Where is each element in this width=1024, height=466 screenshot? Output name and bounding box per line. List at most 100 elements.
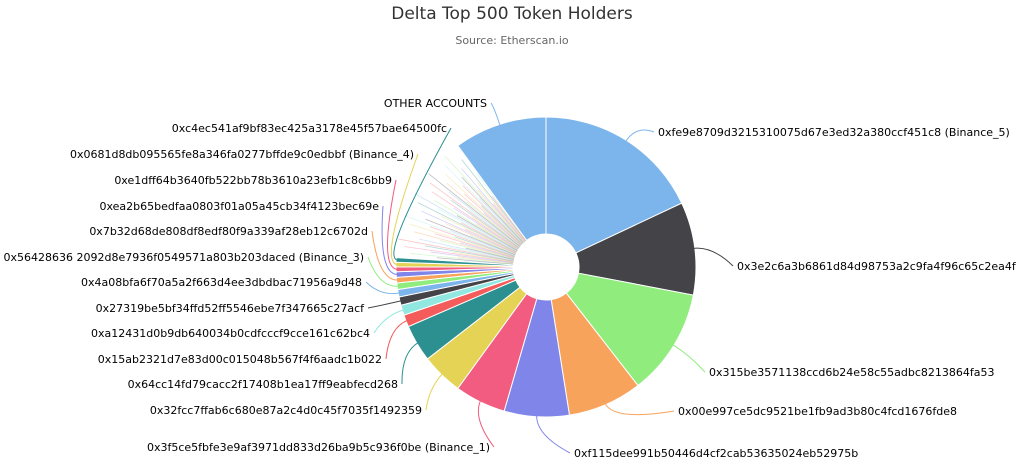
minor-slice-13: [414, 231, 515, 259]
minor-slice-45: [464, 193, 522, 246]
leader-line-0x3e2c6a3b6861d84d98753a2c9fa4f96c65c2ea: [692, 247, 734, 267]
minor-slice-50: [479, 197, 524, 244]
minor-slice-20: [449, 230, 516, 256]
leader-line-0xa12431d0b9db640034b0cdfcccf9cce161c62b: [373, 309, 405, 334]
minor-slice-11: [465, 247, 514, 260]
slice-label-0x3e2c6a3b6861d84d98753a2c9fa4f96c65c2ea: 0x3e2c6a3b6861d84d98753a2c9fa4f96c65c2ea…: [737, 260, 1017, 273]
minor-slice-49: [444, 165, 524, 244]
slice-label-0xa12431d0b9db640034b0cdfcccf9cce161c62b: 0xa12431d0b9db640034b0cdfcccf9cce161c62b…: [91, 327, 370, 340]
minor-slice-56: [476, 181, 526, 242]
minor-slice-18: [429, 226, 515, 257]
minor-slice-47: [480, 205, 523, 245]
minor-slice-44: [483, 212, 522, 246]
leader-line-0x00e997ce5dc9521be1fb9ad3b80c4fcd1676fd: [604, 402, 675, 416]
leader-lines: [365, 102, 734, 454]
minor-slice-25: [464, 228, 517, 254]
minor-slice-24: [421, 210, 517, 254]
slice-label-0x56428636-2092d8e7936f0549571a803b203da: 0x56428636 2092d8e7936f0549571a803b203da…: [3, 251, 364, 264]
minor-slice-16: [409, 223, 515, 258]
slice-label-0x7b32d68de808df8edf80f9a339af28eb12c670: 0x7b32d68de808df8edf80f9a339af28eb12c670…: [89, 225, 368, 238]
slice-label-0x3f5ce5fbfe3e9af3971dd833d26ba9b5c936f0: 0x3f5ce5fbfe3e9af3971dd833d26ba9b5c936f0…: [147, 441, 490, 454]
minor-slice-52: [444, 155, 525, 243]
leader-line-0xea2b65bedfaa0803f01a05a45cb34f4123bec6: [381, 205, 399, 275]
minor-slice-1: [436, 257, 514, 265]
minor-slice-21: [425, 218, 516, 256]
minor-slice-4: [430, 251, 514, 264]
pie-slices: [395, 116, 697, 418]
minor-slice-31: [456, 215, 518, 251]
leader-line-0x32fcc7ffab6c680e87a2c4d0c45f7035f14923: [425, 372, 444, 411]
slice-labels: 0xfe9e8709d3215310075d67e3ed32a380ccf451…: [3, 97, 1016, 460]
slice-label-0x00e997ce5dc9521be1fb9ad3b80c4fcd1676fd: 0x00e997ce5dc9521be1fb9ad3b80c4fcd1676fd…: [678, 405, 957, 418]
minor-slice-54: [461, 168, 525, 243]
minor-slice-55: [492, 203, 526, 242]
minor-slice-29: [437, 208, 518, 252]
minor-slice-46: [445, 174, 523, 245]
minor-slice-40: [448, 191, 521, 248]
slice-0x3e2c6a3b6861d84d98753a2c9fa4f96c65c2ea[interactable]: [575, 202, 697, 296]
minor-slice-6: [451, 251, 514, 263]
leader-line-0xfe9e8709d3215310075d67e3ed32a380ccf451: [624, 129, 655, 143]
minor-slice-27: [417, 202, 517, 253]
minor-slice-33: [475, 223, 519, 250]
minor-slice-22: [469, 235, 516, 255]
minor-slice-2: [410, 253, 514, 265]
leader-line-0xe1dff64b3640fb522bb78b3610a23efb1c8c6b: [387, 179, 399, 270]
minor-slice-36: [472, 216, 519, 249]
slice-label-0x0681d8db095565fe8a346fa0277bffde9c0edb: 0x0681d8db095565fe8a346fa0277bffde9c0edb…: [70, 148, 414, 161]
minor-slice-28: [460, 222, 517, 253]
minor-slice-14: [460, 242, 515, 259]
chart-subtitle: Source: Etherscan.io: [455, 34, 569, 47]
slice-label-0x4a08bfa6f70a5a2f663d4ee3dbdbac71956a9d: 0x4a08bfa6f70a5a2f663d4ee3dbdbac71956a9d…: [81, 276, 362, 289]
minor-slice-3: [457, 256, 514, 264]
leader-line-other-accounts: [490, 102, 501, 127]
minor-slice-53: [477, 189, 525, 243]
small-slices-fan: [398, 155, 527, 266]
minor-slice-38: [429, 182, 520, 248]
minor-slice-5: [404, 246, 514, 263]
minor-slice-7: [424, 245, 514, 262]
leader-line-0x0681d8db095565fe8a346fa0277bffde9c0edb: [390, 153, 419, 266]
leader-line-0xc4ec541af9bf83ec425a3178e45f57bae64500: [393, 127, 452, 261]
minor-slice-37: [450, 199, 520, 249]
slice-0x315be3571138ccd6b24e58c55adbc8213864fa[interactable]: [565, 272, 694, 387]
leader-line-0x315be3571138ccd6b24e58c55adbc8213864fa: [671, 343, 706, 373]
minor-slice-34: [453, 207, 519, 250]
leader-line-0x56428636-2092d8e7936f0549571a803b203da: [367, 256, 400, 287]
leader-line-0x15ab2321d7e83d00c015048b567f4f6aadc1b0: [385, 319, 409, 360]
minor-slice-41: [428, 173, 521, 247]
slice-label-0xea2b65bedfaa0803f01a05a45cb34f4123bec6: 0xea2b65bedfaa0803f01a05a45cb34f4123bec6…: [99, 200, 379, 213]
minor-slice-35: [431, 191, 519, 250]
minor-slice-57: [461, 159, 526, 242]
leader-line-0x64cc14fd79cacc2f17408b1ea17ff9eabfecd2: [401, 341, 419, 385]
minor-slice-15: [434, 233, 515, 258]
minor-slice-39: [468, 209, 520, 248]
slice-label-0x32fcc7ffab6c680e87a2c4d0c45f7035f14923: 0x32fcc7ffab6c680e87a2c4d0c45f7035f14923…: [150, 404, 422, 417]
minor-slice-17: [454, 236, 515, 258]
slice-other-accounts[interactable]: [457, 116, 547, 242]
minor-slice-8: [398, 238, 514, 262]
minor-slice-26: [441, 215, 517, 253]
slice-label-0xe1dff64b3640fb522bb78b3610a23efb1c8c6b: 0xe1dff64b3640fb522bb78b3610a23efb1c8c6b…: [114, 174, 392, 187]
minor-slice-51: [461, 176, 524, 244]
slice-label-other-accounts: OTHER ACCOUNTS: [384, 97, 487, 110]
minor-slice-9: [445, 245, 514, 261]
minor-slice-43: [446, 183, 522, 247]
slice-label-0xfe9e8709d3215310075d67e3ed32a380ccf451: 0xfe9e8709d3215310075d67e3ed32a380ccf451…: [658, 126, 1010, 139]
minor-slice-12: [439, 239, 515, 260]
slice-0xc4ec541af9bf83ec425a3178e45f57bae64500[interactable]: [395, 257, 514, 267]
minor-slice-30: [414, 193, 518, 252]
minor-slice-42: [466, 201, 521, 247]
minor-slice-23: [445, 223, 516, 255]
leader-line-0x4a08bfa6f70a5a2f663d4ee3dbdbac71956a9d: [365, 281, 401, 295]
minor-slice-19: [404, 215, 516, 257]
slice-label-0xc4ec541af9bf83ec425a3178e45f57bae64500: 0xc4ec541af9bf83ec425a3178e45f57bae64500…: [172, 122, 447, 135]
minor-slice-10: [419, 238, 514, 261]
minor-slice-32: [434, 200, 518, 251]
leader-line-0x27319be5bf34ffd52ff5546ebe7f347665c27a: [367, 300, 402, 309]
slice-label-0x64cc14fd79cacc2f17408b1ea17ff9eabfecd2: 0x64cc14fd79cacc2f17408b1ea17ff9eabfecd2…: [128, 378, 398, 391]
minor-slice-48: [462, 185, 523, 245]
slice-label-0xf115dee991b50446d4cf2cab53635024eb5297: 0xf115dee991b50446d4cf2cab53635024eb5297…: [574, 447, 858, 460]
slice-label-0x15ab2321d7e83d00c015048b567f4f6aadc1b0: 0x15ab2321d7e83d00c015048b567f4f6aadc1b0…: [98, 353, 382, 366]
